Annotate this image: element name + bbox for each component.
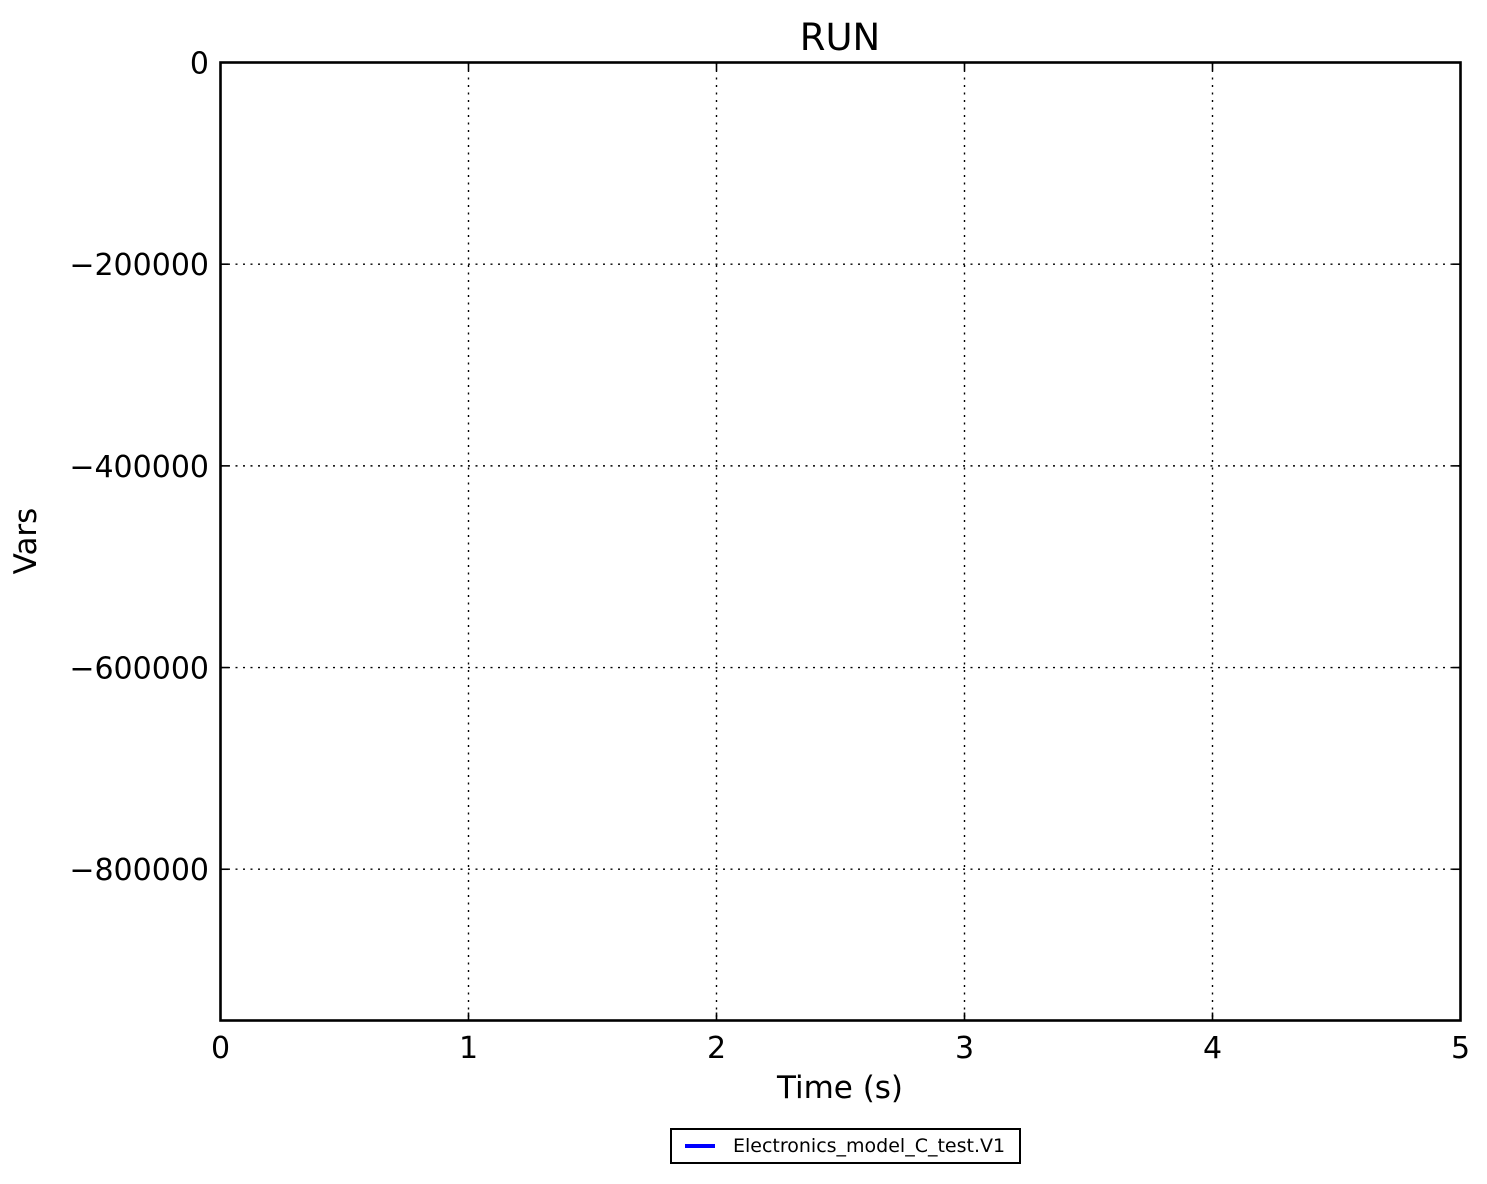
x-axis-label: Time (s) xyxy=(776,1070,903,1106)
tick-labels: 0 1 2 3 4 5 0 −200000 −400000 −600000 −800000 xyxy=(69,47,1470,1067)
x-tick-label: 3 xyxy=(955,1031,974,1066)
chart-title: RUN xyxy=(800,16,880,59)
y-tick-label: −400000 xyxy=(69,450,209,485)
x-tick-label: 5 xyxy=(1451,1031,1470,1066)
y-tick-label: −600000 xyxy=(69,652,209,687)
y-axis-label: Vars xyxy=(8,508,44,575)
x-tick-label: 0 xyxy=(211,1031,230,1066)
axis-ticks xyxy=(219,61,1462,1021)
gridlines xyxy=(220,62,1461,1021)
legend-line-marker xyxy=(685,1144,715,1148)
plot-border xyxy=(219,61,1462,1022)
legend-label: Electronics_model_C_test.V1 xyxy=(733,1135,1006,1157)
y-tick-label: 0 xyxy=(190,47,209,82)
legend: Electronics_model_C_test.V1 xyxy=(670,1128,1022,1164)
x-tick-label: 4 xyxy=(1203,1031,1222,1066)
x-tick-label: 1 xyxy=(459,1031,478,1066)
y-tick-label: −200000 xyxy=(69,248,209,283)
x-tick-label: 2 xyxy=(707,1031,726,1066)
y-tick-label: −800000 xyxy=(69,853,209,888)
